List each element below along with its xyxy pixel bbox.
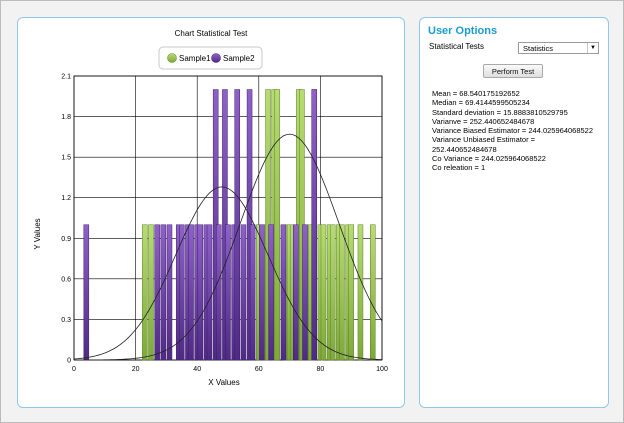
bar-sample2: [225, 224, 231, 361]
bar-sample2: [259, 224, 265, 361]
bar-sample2: [240, 224, 247, 361]
chart-title: Chart Statistical Test: [175, 29, 249, 38]
chart-panel: Chart Statistical Test Sample1 Sample2 0…: [17, 17, 405, 408]
normal-curve: [73, 186, 383, 360]
result-line: Co releation = 1: [432, 163, 486, 173]
user-options-title: User Options: [428, 25, 498, 37]
y-axis-label: Y Values: [33, 218, 42, 249]
result-line: 252.440652484678: [432, 144, 497, 154]
select-value: Statistics: [523, 44, 554, 53]
result-line: Variance Biased Estimator = 244.02596406…: [432, 126, 594, 136]
bar-sample1: [370, 224, 376, 361]
bar-sample1: [357, 224, 364, 361]
chart-curves: [73, 133, 383, 361]
x-tick-label: 80: [317, 366, 325, 373]
x-tick-label: 60: [255, 366, 263, 373]
legend-label-sample2: Sample2: [223, 54, 255, 63]
y-tick-label: 0.9: [61, 236, 71, 243]
bar-sample2: [160, 224, 167, 361]
y-axis-ticks: 0 0.3 0.6 0.9 1.2 1.5 1.8 2.1: [61, 74, 71, 365]
bar-sample2: [293, 224, 299, 361]
x-axis-label: X Values: [208, 378, 239, 387]
bar-sample2: [234, 89, 240, 361]
statistical-tests-select[interactable]: Statistics ▼: [518, 42, 599, 54]
y-tick-label: 1.5: [61, 155, 71, 162]
normal-curve: [74, 133, 383, 361]
bar-sample2: [280, 224, 287, 361]
bar-sample2: [249, 224, 256, 361]
x-tick-label: 40: [193, 366, 201, 373]
result-line: Co Variance = 244.025964068522: [432, 154, 546, 164]
x-tick-label: 20: [132, 366, 140, 373]
bar-sample1: [348, 224, 354, 361]
statistical-tests-label: Statistical Tests: [429, 42, 484, 51]
bar-sample1: [329, 224, 336, 361]
bar-sample2: [166, 224, 173, 361]
legend-marker-sample2: [211, 53, 221, 63]
bar-sample2: [268, 224, 274, 361]
bar-sample1: [320, 224, 327, 361]
bar-sample2: [154, 224, 160, 361]
bar-sample2: [197, 224, 204, 361]
bar-sample2: [206, 224, 213, 361]
results-text: Mean = 68.540175192652 Median = 69.41445…: [432, 89, 604, 173]
bar-sample2: [179, 224, 185, 361]
y-tick-label: 0: [67, 358, 71, 365]
bar-sample2: [302, 224, 308, 361]
bar-sample1: [148, 224, 154, 361]
bar-sample2: [83, 224, 90, 361]
legend-marker-sample1: [167, 53, 177, 63]
y-tick-label: 2.1: [61, 74, 71, 81]
bar-sample2: [216, 224, 222, 361]
bar-sample1: [274, 89, 281, 361]
bar-sample2: [188, 224, 194, 361]
result-line: Variance Unbiased Estimator =: [432, 135, 536, 145]
result-line: Mean = 68.540175192652: [432, 89, 520, 98]
histogram-chart: Chart Statistical Test Sample1 Sample2 0…: [33, 29, 388, 387]
bar-sample1: [339, 224, 345, 361]
result-line: Standard deviation = 15.8883810529795: [432, 107, 568, 117]
bar-sample2: [311, 89, 317, 361]
x-axis-ticks: 0 20 40 60 80 100: [72, 366, 388, 373]
chart-legend: Sample1 Sample2: [158, 46, 263, 70]
perform-test-button[interactable]: Perform Test: [483, 64, 543, 78]
chart-bars: [83, 89, 376, 361]
legend-label-sample1: Sample1: [179, 54, 211, 63]
user-options-panel: User Options Statistical Tests Statistic…: [419, 17, 609, 408]
chevron-down-icon[interactable]: ▼: [587, 43, 598, 53]
y-tick-label: 1.2: [61, 195, 71, 202]
bar-sample1: [142, 224, 148, 361]
result-line: Varianve = 252.440652484678: [432, 116, 535, 126]
x-tick-label: 100: [376, 366, 388, 373]
y-tick-label: 0.6: [61, 276, 71, 283]
y-tick-label: 1.8: [61, 114, 71, 121]
x-tick-label: 0: [72, 366, 76, 373]
y-tick-label: 0.3: [61, 317, 71, 324]
result-line: Median = 69.4144599505234: [432, 98, 530, 108]
